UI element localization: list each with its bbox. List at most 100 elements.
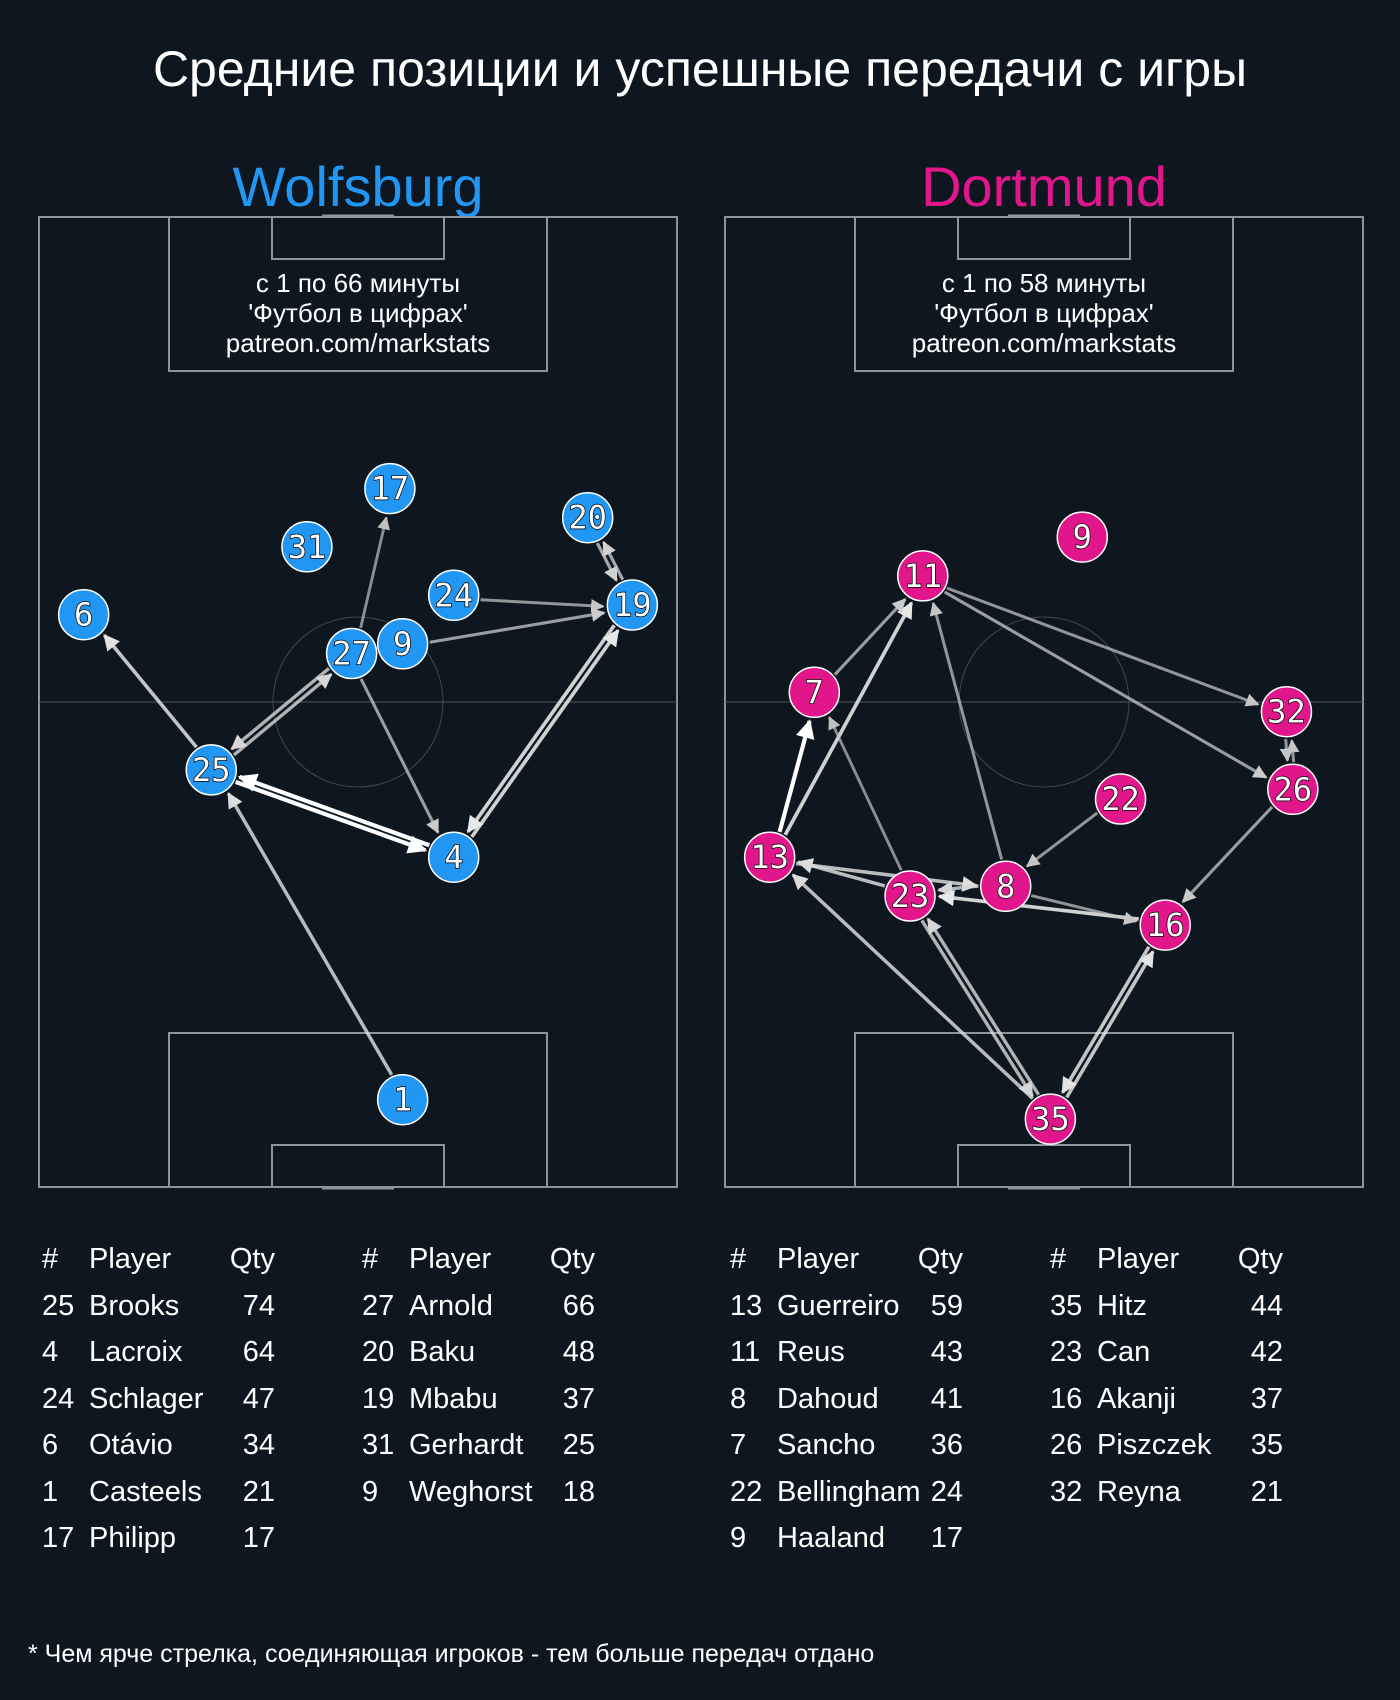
player-name-cell: Brooks [89, 1289, 180, 1322]
player-qty-cell: 25 [562, 1429, 595, 1461]
pitch-dortmund: Dortmund с 1 по 58 минуты'Футбол в цифрах… [724, 155, 1364, 1190]
player-number: 8 [996, 867, 1015, 905]
player-node: 20 [561, 491, 614, 544]
player-qty-cell: 37 [1250, 1382, 1283, 1415]
player-node: 24 [427, 569, 480, 622]
player-marker [376, 1073, 429, 1126]
player-marker [364, 462, 416, 515]
player-number: 20 [568, 499, 607, 537]
player-number: 13 [750, 838, 789, 876]
pass-arrow [1061, 945, 1151, 1095]
pass-arrow [943, 590, 1268, 779]
pass-arrow [480, 598, 605, 613]
pass-arrow [359, 516, 390, 629]
player-node: 17 [364, 462, 416, 515]
player-name-cell: Weghorst [409, 1475, 533, 1508]
player-number: 16 [1146, 906, 1185, 944]
player-name-cell: Akanji [1097, 1382, 1176, 1415]
player-node: 22 [1094, 773, 1147, 825]
header-player: Player [89, 1243, 172, 1275]
pass-arrow [429, 608, 606, 644]
player-marker [1024, 1093, 1077, 1145]
player-name-cell: Casteels [89, 1475, 202, 1508]
player-name-cell: Dahoud [777, 1382, 879, 1415]
player-marker [427, 569, 480, 622]
pass-arrow [783, 601, 914, 836]
player-node: 7 [788, 666, 841, 719]
player-marker [185, 744, 238, 796]
player-number: 27 [332, 635, 371, 673]
pass-arrow [795, 861, 979, 892]
player-number: 1 [393, 1081, 412, 1119]
player-qty-cell: 18 [562, 1475, 595, 1508]
player-number: 9 [1073, 518, 1092, 556]
player-node: 32 [1260, 685, 1313, 738]
player-name-cell: Reus [777, 1336, 845, 1368]
player-number-cell: 11 [730, 1336, 761, 1368]
player-node: 8 [979, 860, 1032, 913]
pass-arrow [926, 917, 1040, 1096]
player-node: 4 [427, 831, 480, 883]
header-qty: Qty [1237, 1243, 1283, 1275]
player-number-cell: 20 [362, 1336, 395, 1368]
header-qty: Qty [549, 1243, 595, 1275]
player-name-cell: Otávio [89, 1429, 173, 1461]
player-number-cell: 35 [1050, 1289, 1083, 1322]
info-line: с 1 по 66 минуты [256, 268, 460, 298]
player-number-cell: 6 [42, 1429, 59, 1461]
player-number-cell: 17 [42, 1522, 75, 1554]
pass-arrow [777, 719, 815, 833]
player-number-cell: 7 [730, 1429, 747, 1461]
player-name-cell: Sancho [777, 1429, 876, 1461]
player-marker [376, 618, 429, 670]
pass-arrow [1286, 739, 1300, 763]
player-number-cell: 9 [362, 1475, 379, 1508]
player-number: 17 [371, 470, 410, 508]
player-node: 23 [884, 870, 936, 922]
pass-arrow [359, 678, 440, 834]
player-node: 6 [57, 588, 110, 641]
header-player: Player [409, 1243, 492, 1275]
player-qty-cell: 41 [930, 1382, 963, 1415]
pass-arrow [470, 629, 620, 838]
player-marker [561, 491, 614, 544]
player-marker [979, 860, 1032, 913]
player-number-cell: 32 [1050, 1475, 1083, 1508]
pass-arrow [103, 633, 198, 749]
player-name-cell: Guerreiro [777, 1289, 900, 1322]
goal-box-top [957, 216, 1131, 260]
player-name-cell: Schlager [89, 1382, 204, 1415]
player-number: 22 [1101, 780, 1140, 818]
player-number-cell: 31 [362, 1429, 395, 1461]
player-marker [57, 588, 110, 641]
team-title: Wolfsburg [232, 155, 483, 218]
player-qty-cell: 42 [1250, 1336, 1283, 1368]
player-number: 25 [192, 751, 231, 789]
player-node: 16 [1139, 899, 1191, 951]
player-number: 32 [1267, 693, 1306, 731]
footnote: * Чем ярче стрелка, соединяющая игроков … [28, 1640, 875, 1668]
center-circle [272, 616, 444, 788]
player-number-cell: 13 [730, 1289, 763, 1322]
player-qty-cell: 74 [242, 1289, 275, 1322]
player-number-cell: 27 [362, 1289, 395, 1322]
info-line: patreon.com/markstats [226, 328, 490, 358]
player-name-cell: Piszczek [1097, 1429, 1212, 1461]
player-qty-cell: 64 [242, 1336, 275, 1368]
player-marker [1094, 773, 1147, 825]
player-name-cell: Mbabu [409, 1382, 498, 1415]
player-qty-cell: 47 [242, 1382, 275, 1415]
player-node: 25 [185, 744, 238, 796]
player-qty-cell: 17 [242, 1522, 275, 1554]
player-qty-cell: 36 [930, 1429, 963, 1461]
player-marker [1267, 763, 1319, 816]
goal-box-top [271, 216, 445, 260]
player-qty-cell: 24 [930, 1475, 963, 1508]
header-number: # [730, 1243, 747, 1275]
player-number: 31 [288, 528, 327, 566]
player-marker [1056, 511, 1109, 563]
player-number-cell: 26 [1050, 1429, 1083, 1461]
player-qty-cell: 35 [1250, 1429, 1283, 1461]
player-qty-cell: 37 [562, 1382, 595, 1415]
player-number-cell: 22 [730, 1475, 763, 1508]
